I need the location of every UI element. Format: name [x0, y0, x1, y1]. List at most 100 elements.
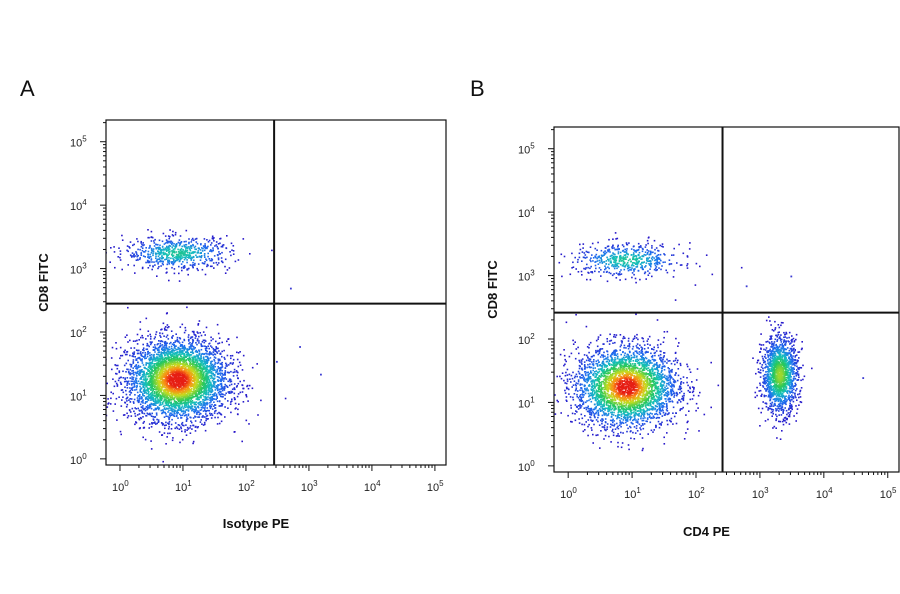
event-dot: [153, 349, 155, 351]
event-dot: [163, 345, 166, 347]
event-dot: [171, 266, 173, 269]
event-dot: [136, 349, 139, 352]
event-dot: [193, 259, 195, 262]
event-dot: [150, 342, 153, 344]
event-dot: [179, 235, 182, 237]
event-dot: [170, 370, 172, 373]
event-dot: [157, 378, 160, 380]
event-dot: [205, 349, 207, 351]
event-dot: [200, 255, 203, 257]
event-dot: [144, 377, 147, 380]
event-dot: [159, 345, 162, 348]
event-dot: [710, 406, 712, 409]
event-dot: [211, 367, 213, 369]
event-dot: [177, 253, 180, 256]
event-dot: [181, 380, 183, 382]
event-dot: [152, 415, 154, 418]
event-dot: [135, 377, 138, 380]
event-dot: [168, 378, 171, 381]
event-dot: [177, 412, 179, 414]
event-dot: [138, 382, 141, 385]
event-dot: [187, 348, 190, 351]
event-dot: [145, 317, 148, 320]
event-dot: [159, 357, 161, 360]
event-dot: [181, 384, 184, 386]
event-dot: [193, 410, 195, 413]
event-dot: [140, 359, 142, 362]
event-dot: [200, 367, 203, 370]
event-dot: [189, 383, 192, 386]
event-dot: [150, 397, 153, 399]
event-dot: [169, 348, 171, 351]
event-dot: [210, 401, 212, 403]
event-dot: [149, 338, 152, 340]
event-dot: [133, 243, 135, 246]
event-dot: [247, 387, 250, 390]
event-dot: [159, 340, 162, 343]
event-dot: [203, 421, 206, 424]
event-dot: [204, 363, 207, 366]
event-dot: [173, 385, 176, 387]
event-dot: [183, 403, 186, 406]
event-dot: [191, 357, 194, 360]
event-dot: [137, 407, 139, 410]
event-dot: [582, 430, 585, 433]
event-dot: [220, 366, 222, 369]
event-dot: [203, 262, 206, 265]
event-dot: [216, 412, 219, 415]
event-dot: [175, 255, 178, 258]
event-dot: [218, 422, 221, 425]
event-dot: [685, 432, 687, 434]
event-dot: [179, 348, 182, 350]
event-dot: [223, 389, 226, 391]
event-dot: [217, 416, 219, 419]
event-dot: [170, 387, 173, 390]
event-dot: [697, 407, 699, 409]
event-dot: [152, 254, 154, 257]
event-dot: [571, 421, 573, 423]
event-dot: [137, 240, 139, 243]
event-dot: [165, 388, 168, 390]
event-dot: [183, 349, 185, 352]
event-dot: [207, 252, 209, 255]
event-dot: [159, 359, 162, 361]
event-dot: [136, 366, 138, 368]
event-dot: [210, 370, 213, 373]
event-dot: [221, 388, 224, 390]
event-dot: [204, 395, 207, 398]
event-dot: [177, 348, 179, 351]
event-dot: [143, 392, 146, 394]
event-dot: [163, 411, 166, 414]
event-dot: [187, 369, 190, 372]
event-dot: [147, 387, 149, 390]
event-dot: [205, 326, 208, 329]
event-dot: [133, 371, 135, 374]
event-dot: [141, 411, 143, 414]
event-dot: [179, 251, 181, 254]
event-dot: [174, 403, 176, 406]
event-dot: [165, 372, 167, 374]
event-dot: [115, 364, 118, 367]
event-dot: [199, 388, 202, 390]
event-dot: [147, 260, 150, 262]
event-dot: [139, 378, 141, 380]
event-dot: [172, 349, 174, 352]
event-dot: [116, 385, 119, 387]
event-dot: [201, 341, 204, 343]
event-dot: [140, 401, 143, 403]
event-dot: [192, 383, 195, 386]
event-dot: [160, 373, 163, 375]
event-dot: [226, 354, 229, 357]
event-dot: [192, 417, 195, 419]
event-dot: [178, 393, 180, 395]
event-dot: [183, 339, 186, 342]
event-dot: [179, 260, 181, 262]
event-dot: [170, 257, 172, 260]
event-dot: [214, 381, 217, 383]
event-dot: [170, 330, 173, 332]
event-dot: [213, 401, 215, 403]
event-dot: [242, 238, 245, 240]
event-dot: [169, 376, 172, 379]
event-dot: [189, 248, 191, 251]
event-dot: [205, 413, 207, 415]
